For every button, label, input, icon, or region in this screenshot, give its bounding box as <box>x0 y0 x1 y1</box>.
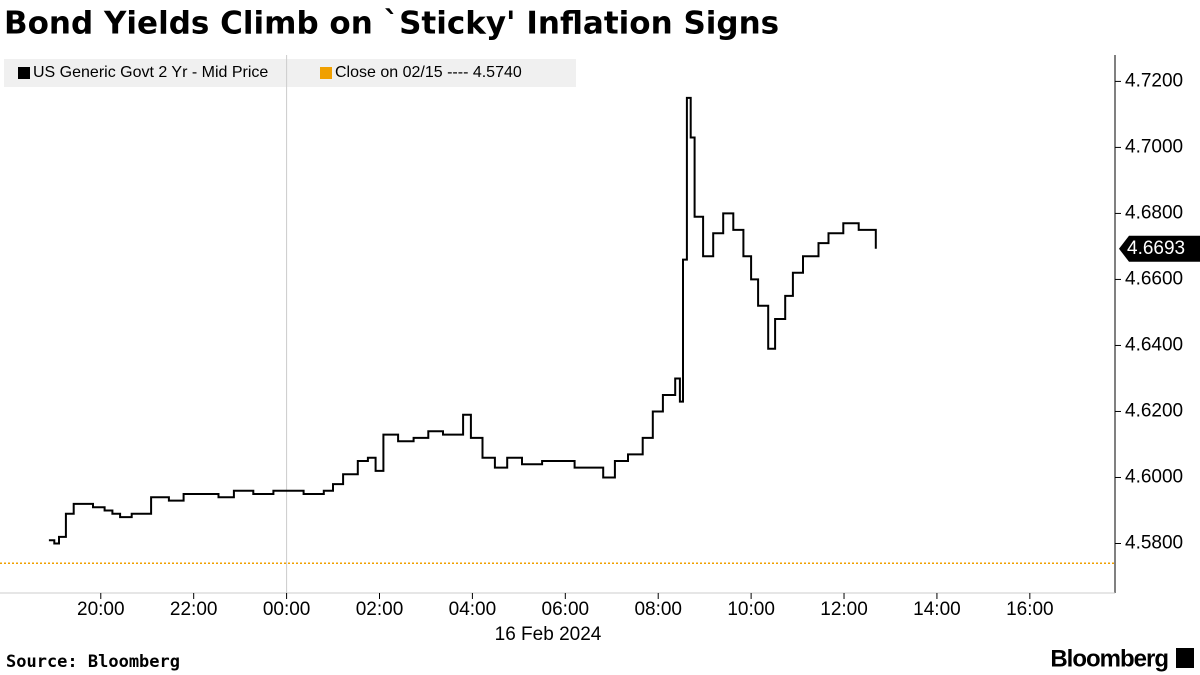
y-tick-label: 4.6600 <box>1125 268 1183 289</box>
x-tick-label: 22:00 <box>170 599 218 620</box>
source: Source: Bloomberg <box>6 652 180 672</box>
y-tick-label: 4.5800 <box>1125 533 1183 554</box>
price-line <box>48 96 877 545</box>
x-tick-label: 00:00 <box>263 599 311 620</box>
x-tick-label: 16:00 <box>1006 599 1054 620</box>
brand-icon <box>1176 648 1194 668</box>
chart-title: Bond Yields Climb on `Sticky' Inflation … <box>4 6 779 42</box>
x-tick-label: 20:00 <box>77 599 125 620</box>
brand: Bloomberg <box>1050 645 1168 672</box>
y-tick-label: 4.6800 <box>1125 202 1183 223</box>
x-tick-label: 12:00 <box>820 599 868 620</box>
x-tick-label: 02:00 <box>356 599 404 620</box>
y-tick-label: 4.7000 <box>1125 136 1183 157</box>
legend-swatch <box>18 67 30 79</box>
current-value-tag <box>1119 235 1200 262</box>
x-tick-label: 14:00 <box>913 599 961 620</box>
y-tick-label: 4.7200 <box>1125 70 1183 91</box>
legend-label: Close on 02/15 ---- 4.5740 <box>335 64 522 81</box>
x-tick-label: 08:00 <box>634 599 682 620</box>
y-tick-label: 4.6000 <box>1125 466 1183 487</box>
legend-label: US Generic Govt 2 Yr - Mid Price <box>33 64 268 81</box>
x-date-label: 16 Feb 2024 <box>495 624 602 645</box>
x-tick-label: 06:00 <box>542 599 590 620</box>
current-value-label: 4.6693 <box>1127 238 1185 259</box>
x-tick-label: 10:00 <box>727 599 775 620</box>
x-tick-label: 04:00 <box>449 599 497 620</box>
legend-swatch <box>320 67 332 79</box>
legend-box <box>4 59 576 87</box>
y-tick-label: 4.6200 <box>1125 400 1183 421</box>
y-tick-label: 4.6400 <box>1125 334 1183 355</box>
